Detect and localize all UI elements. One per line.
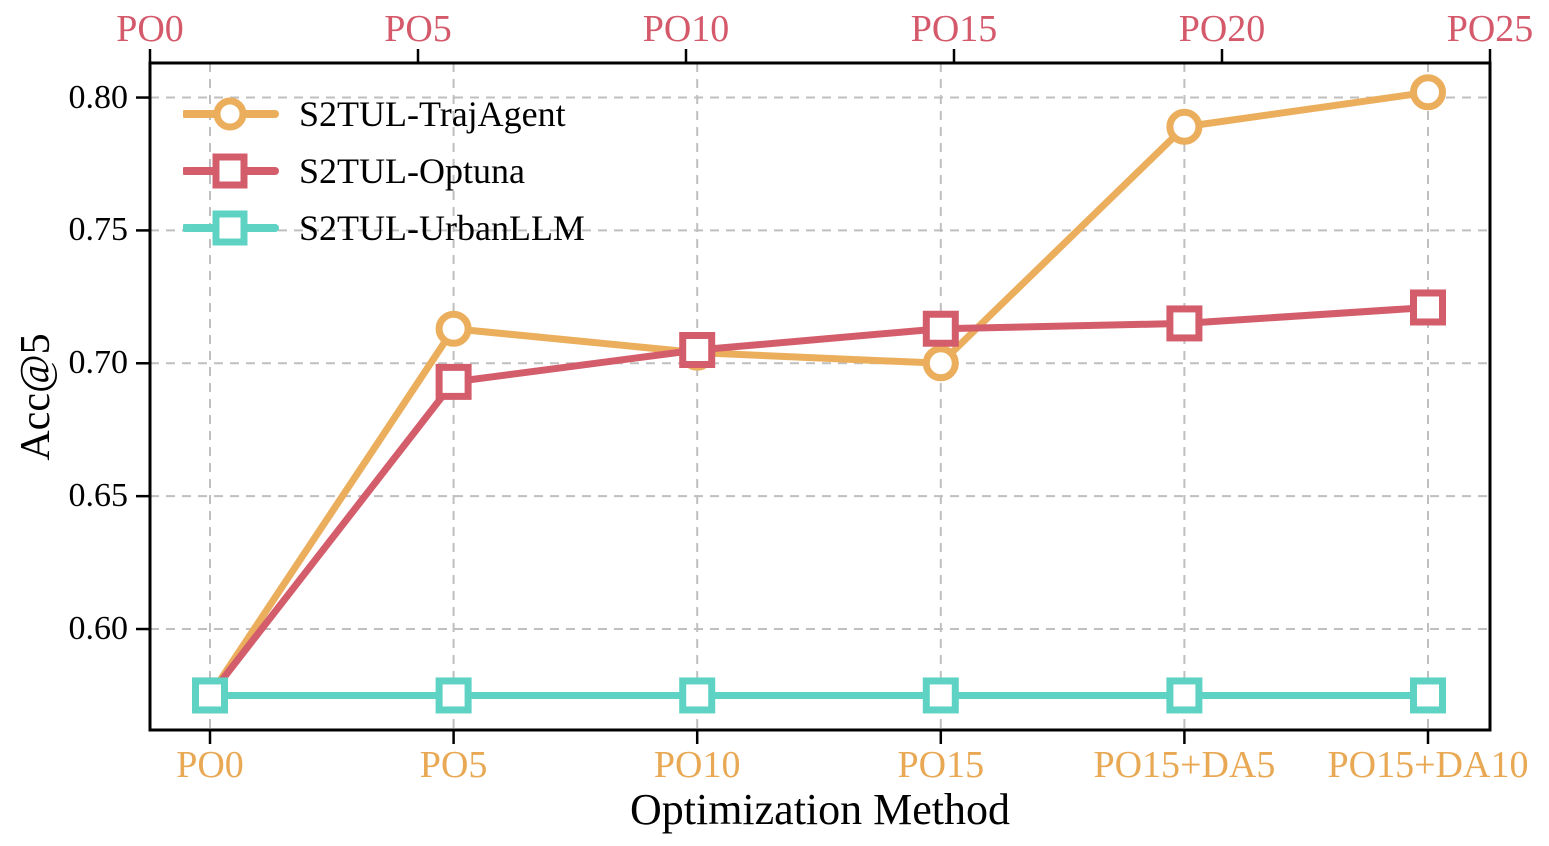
bottom-tick-label-PO0: PO0 [176, 744, 244, 786]
top-tick-label-PO20: PO20 [1178, 8, 1266, 50]
bottom-tick-label-PO5: PO5 [419, 744, 488, 786]
data-point-square [435, 677, 472, 714]
data-point-circle [435, 310, 472, 347]
data-point-circle [1410, 74, 1446, 111]
legend-swatch-square-icon [183, 210, 279, 246]
data-point-square [435, 363, 472, 400]
data-point-square [192, 677, 228, 714]
legend-item-S2TUL-UrbanLLM: S2TUL-UrbanLLM [183, 208, 683, 248]
bottom-tick-label-PO15: PO15 [897, 744, 985, 786]
plot-border [148, 61, 1492, 732]
y-axis-title: Acc@5 [13, 332, 59, 461]
top-tick-label-PO25: PO25 [1446, 8, 1534, 50]
legend-label: S2TUL-UrbanLLM [299, 208, 585, 248]
data-point-square [679, 677, 716, 714]
legend-marker-square [212, 210, 248, 246]
legend-swatch-square-icon [183, 153, 279, 189]
data-point-square [679, 331, 716, 368]
bottom-tick-label-PO15+DA5: PO15+DA5 [1093, 744, 1276, 786]
data-point-square [1166, 305, 1203, 342]
series-line-S2TUL-TrajAgent [206, 88, 1432, 699]
legend-label: S2TUL-TrajAgent [299, 94, 566, 134]
legend-marker-square [212, 153, 248, 189]
legend-item-S2TUL-Optuna: S2TUL-Optuna [183, 151, 683, 191]
data-point-square [1410, 677, 1446, 714]
data-point-circle [1166, 108, 1203, 145]
data-point-square [1410, 289, 1446, 326]
y-tick-label-0.80: 0.80 [68, 78, 129, 116]
bottom-tick-label-PO15+DA10: PO15+DA10 [1327, 744, 1529, 786]
top-tick-label-PO0: PO0 [116, 8, 184, 50]
data-point-square [922, 677, 959, 714]
legend-label: S2TUL-Optuna [299, 151, 525, 191]
series-line-S2TUL-Optuna [206, 303, 1432, 699]
bottom-tick-label-PO10: PO10 [653, 744, 741, 786]
y-tick-label-0.60: 0.60 [68, 610, 129, 648]
y-tick-label-0.75: 0.75 [68, 211, 129, 249]
x-axis-title: Optimization Method [629, 785, 1011, 834]
data-point-circle [922, 345, 959, 382]
y-tick-label-0.65: 0.65 [68, 477, 129, 515]
data-point-square [922, 310, 959, 347]
top-tick-label-PO5: PO5 [384, 8, 452, 50]
legend-marker-circle [213, 97, 247, 131]
y-tick-label-0.70: 0.70 [68, 344, 129, 382]
legend-item-S2TUL-TrajAgent: S2TUL-TrajAgent [183, 94, 683, 134]
legend-swatch-circle-icon [183, 97, 279, 131]
data-point-square [1166, 677, 1203, 714]
top-tick-label-PO10: PO10 [642, 8, 730, 50]
top-tick-label-PO15: PO15 [910, 8, 998, 50]
